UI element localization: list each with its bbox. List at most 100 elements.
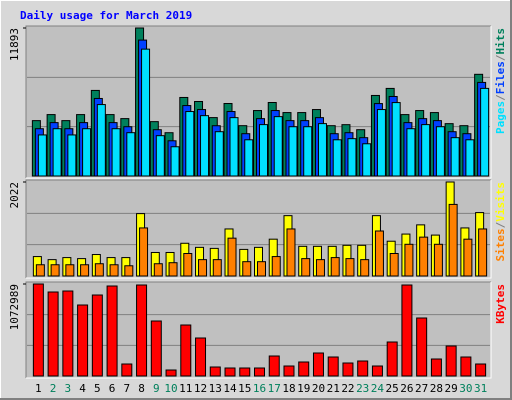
bar — [96, 104, 106, 177]
bar — [35, 264, 45, 277]
legend-entry: Pages — [494, 101, 507, 134]
bar — [62, 290, 74, 377]
x-tick-label: 14 — [223, 382, 237, 395]
bar — [406, 128, 416, 177]
bar — [330, 257, 340, 277]
bar — [460, 356, 472, 377]
bar — [433, 243, 443, 277]
bar — [106, 285, 118, 377]
bar — [317, 123, 327, 177]
bar — [386, 341, 398, 377]
bar — [360, 259, 370, 277]
bar — [463, 238, 473, 277]
bar — [421, 124, 431, 177]
bar — [198, 259, 208, 277]
x-tick-label: 6 — [109, 382, 116, 395]
bar — [153, 263, 163, 277]
bar — [150, 320, 162, 377]
bar — [109, 264, 119, 277]
x-tick-label: 5 — [94, 382, 101, 395]
x-tick-label: 16 — [253, 382, 266, 395]
bar — [185, 111, 195, 177]
plot-area — [26, 282, 491, 378]
plot-bevel-light — [26, 26, 492, 179]
bar — [242, 261, 252, 277]
x-tick-label: 27 — [415, 382, 428, 395]
bar — [371, 365, 383, 377]
x-tick-label: 3 — [65, 382, 72, 395]
bar — [212, 259, 222, 277]
bar — [416, 317, 428, 377]
x-tick-label: 9 — [153, 382, 160, 395]
bar — [404, 243, 414, 277]
bar — [465, 139, 475, 177]
bar — [170, 146, 180, 177]
x-tick-label: 22 — [341, 382, 354, 395]
bar — [288, 126, 298, 177]
x-tick-label: 18 — [282, 382, 295, 395]
x-tick-label: 28 — [430, 382, 443, 395]
x-tick-label: 7 — [124, 382, 131, 395]
bar — [126, 132, 136, 177]
legend-entry: Hits — [494, 28, 507, 55]
bar — [315, 259, 325, 277]
y-tick-label: 2022 — [8, 182, 21, 209]
bar — [419, 236, 429, 277]
x-tick-label: 20 — [312, 382, 325, 395]
x-tick-label: 15 — [238, 382, 251, 395]
bar — [47, 291, 59, 377]
bar — [435, 126, 445, 177]
bar — [391, 102, 401, 177]
bar — [224, 367, 236, 377]
bar — [155, 135, 165, 177]
bar — [450, 137, 460, 177]
x-tick-label: 12 — [194, 382, 207, 395]
bar — [345, 258, 355, 277]
x-tick-label: 31 — [474, 382, 487, 395]
bar — [91, 294, 103, 377]
bar — [165, 369, 177, 377]
bar — [200, 115, 210, 177]
bar — [227, 237, 237, 277]
bar — [254, 367, 265, 377]
bar — [259, 124, 268, 177]
x-tick-label: 4 — [79, 382, 86, 395]
x-tick-label: 10 — [164, 382, 177, 395]
bar — [401, 284, 413, 377]
bar — [478, 228, 488, 277]
bar — [376, 109, 386, 177]
bar — [141, 48, 151, 177]
x-tick-label: 26 — [400, 382, 413, 395]
bar — [271, 256, 281, 277]
legend-separator: / — [494, 221, 507, 228]
bar — [475, 363, 487, 377]
y-tick-label: 11893 — [8, 28, 21, 61]
bar — [301, 258, 311, 277]
bar — [195, 337, 207, 377]
plot-bevel-dark — [25, 179, 491, 278]
legend-entry: Files — [494, 61, 507, 94]
y-tick-label: 1072989 — [8, 284, 21, 330]
bar — [362, 143, 372, 177]
bar — [303, 126, 313, 177]
legend: Pages/Files/Hits — [494, 28, 507, 134]
bar — [139, 227, 149, 277]
bar — [214, 131, 224, 177]
bar — [448, 203, 458, 277]
bar — [389, 252, 399, 277]
plot-bevel-dark — [25, 25, 491, 178]
x-tick-label: 11 — [179, 382, 192, 395]
bar — [312, 352, 324, 377]
bar — [327, 356, 339, 377]
bar — [111, 128, 121, 177]
bar — [37, 134, 47, 177]
bar — [357, 360, 369, 377]
bar — [94, 263, 104, 277]
bar — [80, 264, 90, 277]
x-tick-label: 13 — [209, 382, 222, 395]
bar — [347, 138, 357, 177]
plot-bevel-light — [26, 180, 492, 279]
legend: Sites/Visits — [494, 182, 507, 262]
